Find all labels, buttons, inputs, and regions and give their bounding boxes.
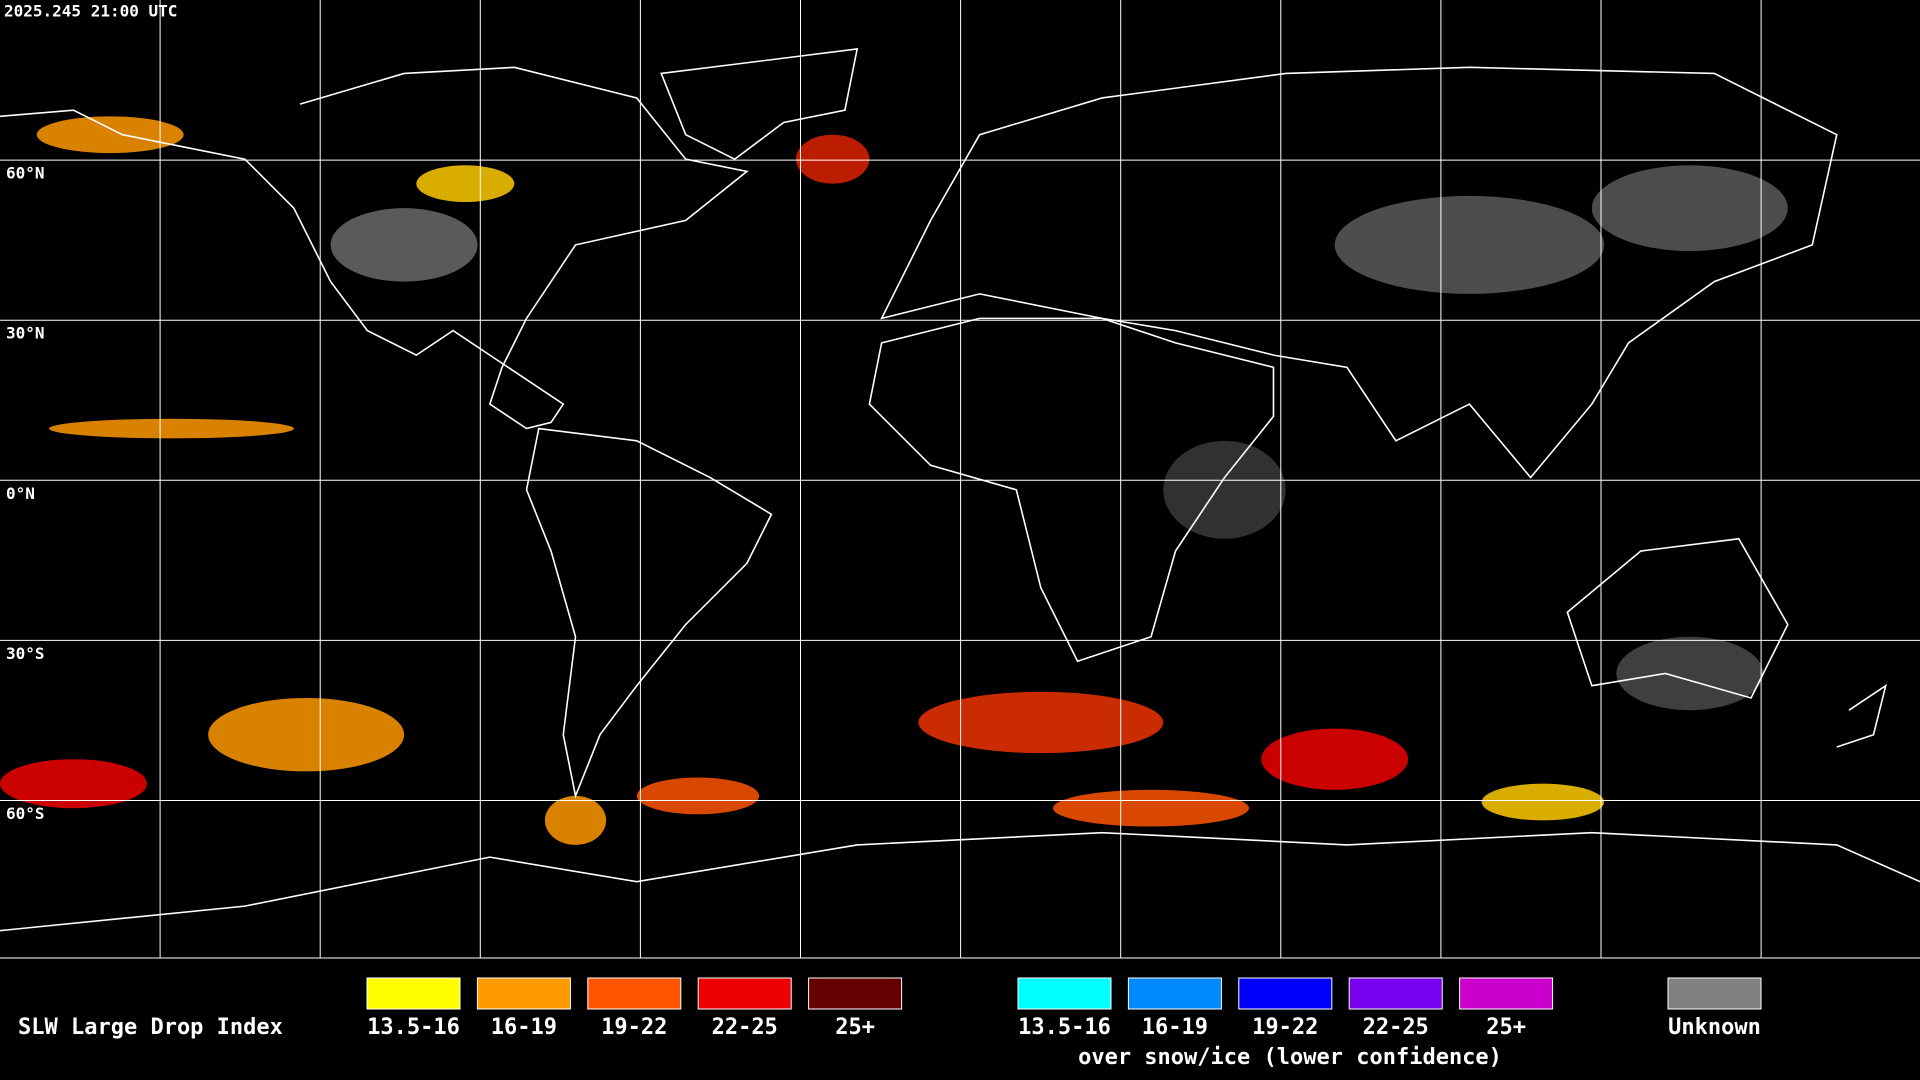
cloud-unknown [1591, 165, 1788, 252]
cloud-slw [1261, 728, 1409, 790]
coastline [868, 317, 1275, 663]
cloud-slw [208, 697, 405, 772]
latitude-labels: 60°N 30°N 0°N 30°S 60°S [6, 164, 45, 823]
latitude-label: 0°N [6, 484, 35, 503]
legend-label: 25+ [1486, 1015, 1526, 1040]
timestamp: 2025.245 21:00 UTC [4, 2, 177, 21]
coastline [1836, 683, 1888, 748]
cloud-unknown [1616, 636, 1764, 711]
cloud-slw [48, 418, 294, 439]
legend-label: Unknown [1668, 1015, 1761, 1040]
legend-label: 13.5-16 [367, 1015, 460, 1040]
legend-label: 22-25 [1363, 1015, 1429, 1040]
cloud-slw [1481, 783, 1605, 821]
cloud-slw [795, 134, 870, 184]
legend-label: 22-25 [712, 1015, 778, 1040]
legend-swatch [1667, 977, 1762, 1010]
latitude-label: 30°S [6, 644, 45, 663]
coastline [660, 48, 859, 161]
legend-label: 16-19 [491, 1015, 557, 1040]
legend-label: 19-22 [601, 1015, 667, 1040]
legend-swatch [587, 977, 682, 1010]
cloud-slw [416, 165, 515, 203]
legend-swatch [1127, 977, 1222, 1010]
clouds [0, 116, 1788, 845]
legend-label: 25+ [835, 1015, 875, 1040]
legend-caption: over snow/ice (lower confidence) [1078, 1045, 1502, 1070]
cloud-slw [0, 759, 147, 809]
legend-swatch [697, 977, 792, 1010]
coastline [1566, 537, 1789, 699]
cloud-slw [1053, 789, 1249, 827]
cloud-unknown [330, 208, 478, 282]
coastline [525, 427, 773, 799]
legend-swatch [476, 977, 571, 1010]
map-layer [0, 48, 1920, 932]
latitude-label: 60°S [6, 804, 45, 823]
legend-swatch [1238, 977, 1333, 1010]
legend-label: 13.5-16 [1018, 1015, 1111, 1040]
legend-label: 16-19 [1142, 1015, 1208, 1040]
legend-swatch [1348, 977, 1443, 1010]
legend-swatch [366, 977, 461, 1010]
legend: SLW Large Drop Index 13.5-16 16-19 19-22 22-… [18, 977, 1762, 1070]
cloud-unknown [1163, 440, 1286, 539]
legend-title: SLW Large Drop Index [18, 1015, 283, 1040]
coastline [0, 831, 1920, 932]
graticule [0, 0, 1920, 959]
coastlines [0, 48, 1920, 932]
cloud-slw [918, 691, 1164, 754]
legend-swatch [1017, 977, 1112, 1010]
cloud-unknown [1334, 195, 1605, 294]
coastline [880, 66, 1838, 479]
legend-swatch [808, 977, 903, 1010]
coastline [0, 66, 749, 430]
cloud-slw [636, 777, 760, 815]
cloud-slw [36, 116, 184, 154]
cloud-slw [544, 795, 607, 845]
latitude-label: 30°N [6, 324, 45, 343]
legend-swatch [1459, 977, 1554, 1010]
latitude-label: 60°N [6, 164, 45, 183]
legend-label: 19-22 [1252, 1015, 1318, 1040]
